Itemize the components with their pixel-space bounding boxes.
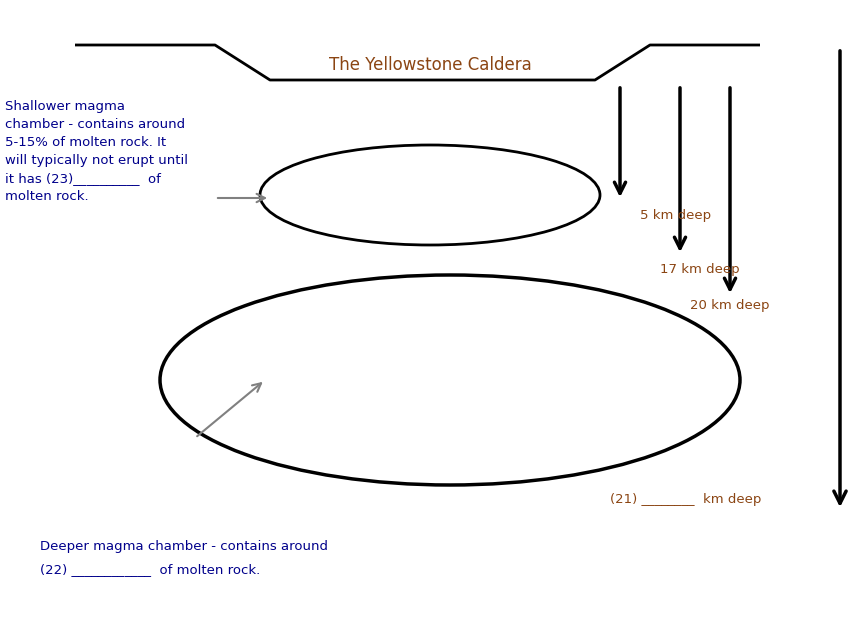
Text: (21) ________  km deep: (21) ________ km deep bbox=[610, 493, 761, 507]
Text: 20 km deep: 20 km deep bbox=[690, 299, 770, 311]
Text: (22) ____________  of molten rock.: (22) ____________ of molten rock. bbox=[40, 563, 261, 576]
Text: Deeper magma chamber - contains around: Deeper magma chamber - contains around bbox=[40, 540, 328, 553]
Text: 5 km deep: 5 km deep bbox=[640, 209, 711, 222]
Text: Shallower magma
chamber - contains around
5-15% of molten rock. It
will typicall: Shallower magma chamber - contains aroun… bbox=[5, 100, 188, 203]
Text: The Yellowstone Caldera: The Yellowstone Caldera bbox=[328, 56, 532, 74]
Text: 17 km deep: 17 km deep bbox=[660, 263, 740, 277]
